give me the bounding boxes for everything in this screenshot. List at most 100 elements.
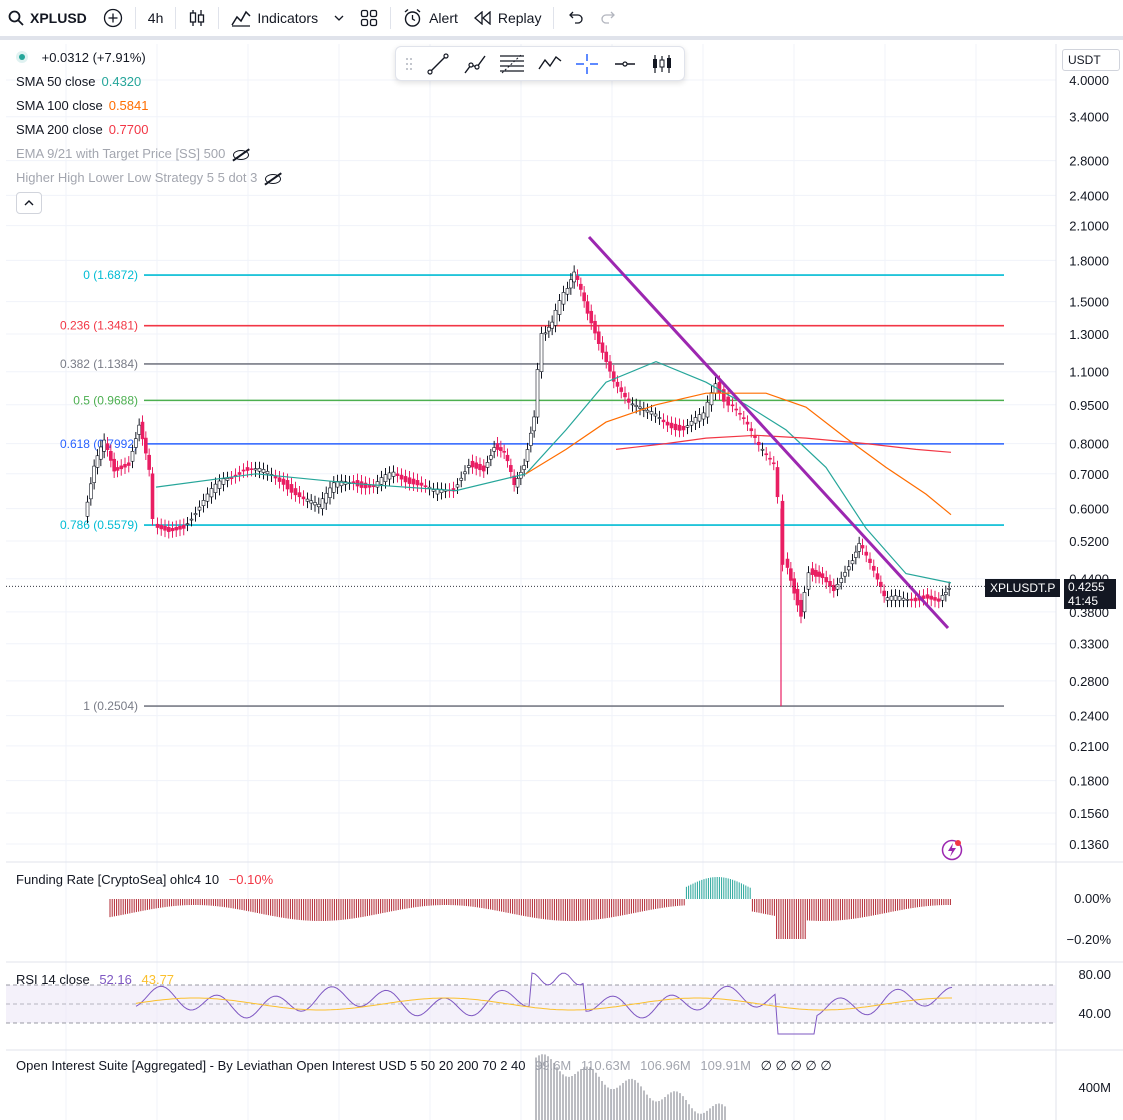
sma50-line — [155, 360, 952, 584]
candle-body — [745, 421, 750, 425]
candle-body — [407, 477, 412, 484]
fib-level-label: 0.382 (1.1384) — [60, 357, 138, 371]
collapse-legend-button[interactable] — [16, 192, 42, 214]
drag-handle-icon[interactable] — [402, 50, 416, 78]
crosshair-tool[interactable] — [572, 50, 603, 78]
fib-level-label: 0.618 (0.7992) — [60, 437, 138, 451]
candle-body — [502, 450, 506, 453]
candle-body — [817, 571, 821, 577]
fib-tool[interactable] — [459, 50, 490, 78]
candle-body — [112, 458, 116, 472]
hidden-eye-icon[interactable] — [265, 173, 282, 184]
candle-style-tool[interactable] — [647, 50, 678, 78]
candles-icon — [190, 10, 205, 26]
hhll-legend[interactable]: Higher High Lower Low Strategy 5 5 dot 3 — [16, 170, 282, 185]
ema-legend[interactable]: EMA 9/21 with Target Price [SS] 500 — [16, 146, 250, 161]
candle-body — [320, 498, 325, 509]
hidden-eye-icon[interactable] — [233, 149, 250, 160]
pattern-tool[interactable] — [534, 50, 565, 78]
candle-body — [820, 573, 825, 579]
candle-body — [889, 595, 894, 601]
candle-body — [495, 443, 500, 450]
replay-label: Replay — [497, 10, 542, 26]
indicators-menu-button[interactable] — [326, 0, 352, 38]
candle-body — [474, 462, 479, 469]
candle-body — [126, 462, 131, 466]
candle-body — [585, 301, 590, 314]
rsi-legend[interactable]: RSI 14 close 52.16 43.77 — [16, 972, 174, 987]
funding-legend[interactable]: Funding Rate [CryptoSea] ohlc4 10 −0.10% — [16, 872, 273, 887]
fib-lines-icon — [500, 53, 525, 73]
open-interest-legend[interactable]: Open Interest Suite [Aggregated] - By Le… — [16, 1058, 832, 1074]
sma50-legend[interactable]: SMA 50 close 0.4320 — [16, 74, 141, 89]
candle-body — [466, 465, 471, 468]
candle-body — [565, 288, 570, 295]
toolbar-divider — [553, 7, 555, 29]
candle-body — [339, 480, 344, 487]
oi-scale: 400M — [1078, 1080, 1111, 1095]
price-scale-label: 2.8000 — [1069, 154, 1109, 169]
sma200-line — [615, 434, 952, 453]
trend-line-icon — [426, 52, 449, 75]
lightning-alert-icon[interactable] — [941, 839, 963, 861]
search-icon — [8, 10, 24, 26]
chart-area[interactable]: 4.0000 3.4000 2.8000 2.4000 2.1000 1.8000 1.50… — [6, 44, 1123, 1120]
candle-body — [119, 465, 124, 470]
sma100-legend[interactable]: SMA 100 close 0.5841 — [16, 98, 148, 113]
compare-button[interactable] — [95, 0, 131, 38]
toolbar-divider — [134, 7, 136, 29]
indicators-button[interactable]: Indicators — [223, 0, 326, 38]
candle-body — [363, 482, 368, 489]
candle-body — [155, 523, 160, 528]
horizontal-line-tool[interactable] — [609, 50, 640, 78]
candle-body — [415, 480, 420, 486]
candle-body — [539, 333, 544, 372]
candle-body — [824, 577, 829, 583]
chart-type-button[interactable] — [180, 0, 214, 38]
candle-body — [860, 545, 865, 549]
sma100-value: 0.5841 — [108, 98, 149, 113]
candle-body — [423, 485, 428, 488]
candle-body — [933, 597, 937, 601]
sma200-legend[interactable]: SMA 200 close 0.7700 — [16, 122, 148, 137]
trend-line-tool[interactable] — [422, 50, 453, 78]
price-scale-label: 0.1360 — [1069, 837, 1109, 852]
fib-retracement-tool[interactable] — [497, 50, 528, 78]
undo-icon — [569, 11, 584, 24]
currency-selector[interactable]: USDT — [1062, 49, 1120, 71]
hhll-label: Higher High Lower Low Strategy 5 5 dot 3 — [16, 170, 258, 185]
candle-body — [579, 283, 583, 290]
price-scale-label: 4.0000 — [1069, 73, 1109, 88]
candle-body — [669, 422, 674, 429]
candle-body — [905, 599, 910, 601]
oi-value-1: 99.6M — [535, 1058, 572, 1073]
symbol-search[interactable]: XPLUSD — [0, 0, 95, 38]
candle-body — [604, 351, 609, 362]
candle-body — [785, 558, 790, 568]
price-scale-label: 0.1560 — [1069, 806, 1109, 821]
candle-body — [593, 320, 597, 334]
undo-button[interactable] — [558, 0, 592, 38]
funding-scale-1: −0.20% — [1066, 932, 1111, 947]
interval-button[interactable]: 4h — [140, 0, 172, 38]
candle-body — [864, 551, 869, 556]
price-scale-label: 0.5200 — [1069, 534, 1109, 549]
templates-button[interactable] — [352, 0, 386, 38]
oi-label: Open Interest Suite [Aggregated] - By Le… — [16, 1058, 526, 1073]
sma50-label: SMA 50 close — [16, 74, 96, 89]
bar-countdown: 41:45 — [1068, 594, 1099, 608]
candle-body — [929, 595, 934, 600]
candle-body — [619, 387, 624, 392]
candle-body — [814, 570, 818, 577]
redo-button[interactable] — [592, 0, 626, 38]
candle-body — [492, 447, 496, 452]
candle-body — [677, 424, 682, 431]
chart-canvas[interactable]: 4.0000 3.4000 2.8000 2.4000 2.1000 1.8000 1.50… — [6, 44, 1123, 1120]
candle-body — [273, 476, 278, 479]
alert-button[interactable]: Alert — [395, 0, 466, 38]
candle-body — [225, 478, 230, 481]
candle-body — [459, 477, 464, 481]
replay-button[interactable]: Replay — [466, 0, 550, 38]
candle-body — [661, 419, 666, 423]
candle-body — [237, 472, 242, 475]
